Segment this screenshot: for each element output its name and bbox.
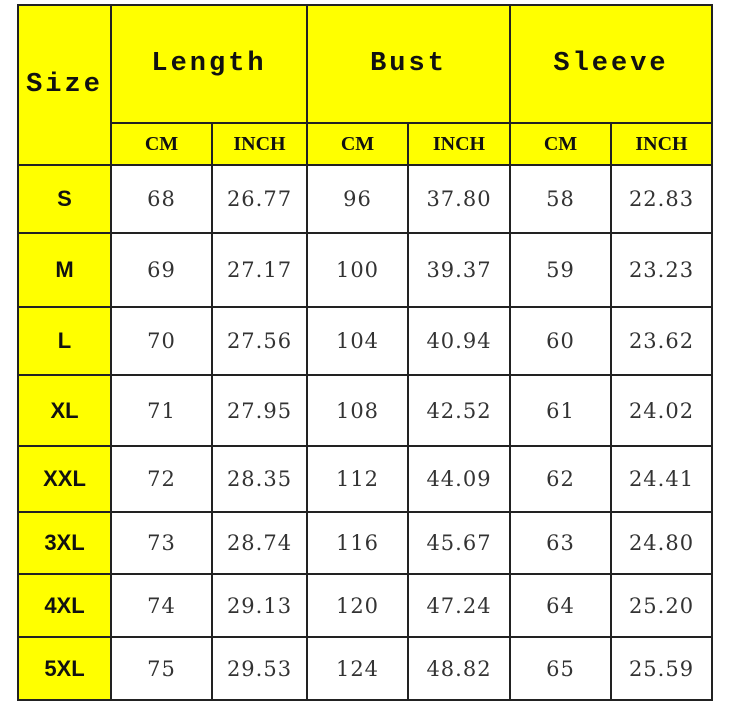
value-cell: 39.37 — [407, 232, 511, 308]
value-cell: 124 — [306, 636, 409, 701]
value-cell: 48.82 — [407, 636, 511, 701]
value-cell: 72 — [110, 445, 213, 513]
table-row: M 69 27.17 100 39.37 59 23.23 — [17, 232, 713, 308]
value-cell: 40.94 — [407, 306, 511, 376]
bust-header: Bust — [306, 4, 511, 124]
table-row: S 68 26.77 96 37.80 58 22.83 — [17, 164, 713, 234]
table-row: 5XL 75 29.53 124 48.82 65 25.59 — [17, 636, 713, 701]
unit-header: CM — [509, 122, 612, 166]
value-cell: 60 — [509, 306, 612, 376]
value-cell: 23.23 — [610, 232, 713, 308]
unit-header: INCH — [407, 122, 511, 166]
size-label: 5XL — [17, 636, 112, 701]
value-cell: 61 — [509, 374, 612, 447]
value-cell: 44.09 — [407, 445, 511, 513]
header-row: Size Length Bust Sleeve — [17, 4, 713, 166]
table-row: XL 71 27.95 108 42.52 61 24.02 — [17, 374, 713, 447]
value-cell: 23.62 — [610, 306, 713, 376]
value-cell: 63 — [509, 511, 612, 575]
value-cell: 27.95 — [211, 374, 308, 447]
value-cell: 47.24 — [407, 573, 511, 638]
value-cell: 108 — [306, 374, 409, 447]
value-cell: 58 — [509, 164, 612, 234]
value-cell: 59 — [509, 232, 612, 308]
value-cell: 120 — [306, 573, 409, 638]
size-label: XXL — [17, 445, 112, 513]
size-label: XL — [17, 374, 112, 447]
value-cell: 27.56 — [211, 306, 308, 376]
table-row: L 70 27.56 104 40.94 60 23.62 — [17, 306, 713, 376]
size-label: L — [17, 306, 112, 376]
value-cell: 22.83 — [610, 164, 713, 234]
value-cell: 62 — [509, 445, 612, 513]
value-cell: 25.59 — [610, 636, 713, 701]
value-cell: 28.74 — [211, 511, 308, 575]
unit-header: CM — [306, 122, 409, 166]
value-cell: 65 — [509, 636, 612, 701]
size-label: 3XL — [17, 511, 112, 575]
value-cell: 24.80 — [610, 511, 713, 575]
value-cell: 29.13 — [211, 573, 308, 638]
value-cell: 27.17 — [211, 232, 308, 308]
value-cell: 104 — [306, 306, 409, 376]
unit-header: INCH — [211, 122, 308, 166]
value-cell: 28.35 — [211, 445, 308, 513]
value-cell: 29.53 — [211, 636, 308, 701]
value-cell: 116 — [306, 511, 409, 575]
unit-header: CM — [110, 122, 213, 166]
length-header: Length — [110, 4, 308, 124]
value-cell: 64 — [509, 573, 612, 638]
size-chart-table: Size Length Bust Sleeve CM INCH CM INCH … — [17, 4, 713, 701]
value-cell: 26.77 — [211, 164, 308, 234]
value-cell: 75 — [110, 636, 213, 701]
value-cell: 45.67 — [407, 511, 511, 575]
value-cell: 24.02 — [610, 374, 713, 447]
value-cell: 74 — [110, 573, 213, 638]
value-cell: 68 — [110, 164, 213, 234]
value-cell: 70 — [110, 306, 213, 376]
value-cell: 69 — [110, 232, 213, 308]
value-cell: 100 — [306, 232, 409, 308]
table-row: 4XL 74 29.13 120 47.24 64 25.20 — [17, 573, 713, 638]
size-label: 4XL — [17, 573, 112, 638]
value-cell: 25.20 — [610, 573, 713, 638]
value-cell: 73 — [110, 511, 213, 575]
sleeve-header: Sleeve — [509, 4, 713, 124]
value-cell: 71 — [110, 374, 213, 447]
value-cell: 37.80 — [407, 164, 511, 234]
size-header: Size — [17, 4, 112, 166]
value-cell: 96 — [306, 164, 409, 234]
value-cell: 112 — [306, 445, 409, 513]
value-cell: 24.41 — [610, 445, 713, 513]
table-row: 3XL 73 28.74 116 45.67 63 24.80 — [17, 511, 713, 575]
size-label: M — [17, 232, 112, 308]
size-label: S — [17, 164, 112, 234]
unit-header: INCH — [610, 122, 713, 166]
unit-row: CM INCH CM INCH CM INCH — [18, 122, 713, 166]
value-cell: 42.52 — [407, 374, 511, 447]
table-row: XXL 72 28.35 112 44.09 62 24.41 — [17, 445, 713, 513]
